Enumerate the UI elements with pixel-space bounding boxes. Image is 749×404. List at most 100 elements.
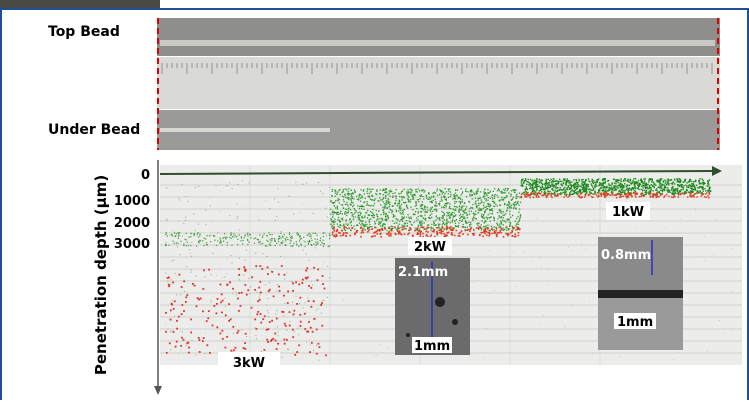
dot	[504, 192, 505, 193]
dot	[184, 291, 185, 292]
dot	[623, 190, 624, 191]
dot	[571, 193, 572, 194]
dot	[433, 195, 434, 196]
dot	[436, 211, 437, 212]
dot	[446, 215, 447, 216]
dot	[310, 287, 312, 289]
dot	[657, 196, 659, 198]
dot	[502, 227, 503, 228]
dot	[370, 211, 371, 212]
dot	[202, 240, 203, 241]
dot	[426, 211, 427, 212]
dot	[307, 289, 308, 290]
dot	[302, 203, 303, 204]
dot	[374, 231, 376, 233]
dot	[310, 306, 312, 308]
dot	[690, 179, 691, 180]
dot	[501, 211, 502, 212]
dot	[310, 327, 312, 329]
dot	[267, 241, 268, 242]
inset-scale-label: 1mm	[414, 339, 450, 354]
dot	[441, 217, 442, 218]
dot	[491, 228, 493, 230]
dot	[588, 184, 589, 185]
dot	[621, 189, 622, 190]
power-label: 1kW	[612, 205, 644, 220]
dot	[361, 217, 362, 218]
dot	[560, 189, 561, 190]
dot	[300, 212, 301, 213]
dot	[198, 339, 200, 341]
dot	[458, 235, 460, 237]
dot	[244, 342, 246, 344]
dot	[462, 199, 463, 200]
dot	[222, 244, 223, 245]
dot	[603, 190, 604, 191]
dot	[225, 347, 227, 349]
dot	[446, 225, 447, 226]
dot	[329, 233, 330, 234]
dot	[222, 300, 224, 302]
dot	[268, 298, 269, 299]
dot	[246, 250, 247, 251]
dot	[563, 196, 565, 198]
dot	[607, 193, 609, 195]
dot	[694, 194, 695, 195]
dot	[504, 190, 505, 191]
dot	[450, 214, 451, 215]
dot	[393, 214, 394, 215]
dot	[592, 181, 593, 182]
dot	[563, 188, 564, 189]
dot	[536, 178, 537, 179]
dot	[419, 195, 420, 196]
dot	[406, 191, 407, 192]
dot	[454, 220, 455, 221]
dot	[503, 211, 504, 212]
dot	[231, 255, 232, 256]
dot	[594, 186, 595, 187]
dot	[493, 206, 494, 207]
dot	[206, 320, 208, 322]
dot	[593, 189, 594, 190]
dot	[268, 316, 269, 317]
dot	[550, 194, 552, 196]
dot	[653, 195, 655, 197]
dot	[321, 302, 323, 304]
dot	[705, 197, 707, 199]
dot	[170, 234, 171, 235]
dot	[304, 241, 305, 242]
dot	[625, 190, 626, 191]
dot	[544, 183, 545, 184]
dot	[654, 187, 655, 188]
dot	[625, 178, 626, 179]
dot	[238, 274, 240, 276]
dot	[622, 184, 623, 185]
dot	[531, 193, 533, 195]
dot	[360, 213, 361, 214]
dot	[176, 341, 178, 343]
dot	[643, 195, 645, 197]
dot	[494, 196, 495, 197]
dot	[266, 339, 268, 341]
dot	[574, 185, 575, 186]
dot	[255, 237, 256, 238]
dot	[702, 187, 703, 188]
dot	[196, 246, 197, 247]
dot	[292, 281, 293, 282]
dot	[174, 233, 175, 234]
dot	[308, 243, 309, 244]
dot	[383, 194, 384, 195]
dot	[502, 215, 503, 216]
dot	[276, 243, 277, 244]
dot	[474, 203, 475, 204]
dot	[290, 237, 291, 238]
dot	[326, 234, 327, 235]
dot	[326, 235, 327, 236]
y-tick-label: 0	[141, 168, 150, 183]
dot	[487, 227, 489, 229]
dot	[231, 234, 232, 235]
dot	[239, 258, 240, 259]
dot	[188, 237, 189, 238]
dot	[226, 336, 228, 338]
dot	[459, 235, 461, 237]
